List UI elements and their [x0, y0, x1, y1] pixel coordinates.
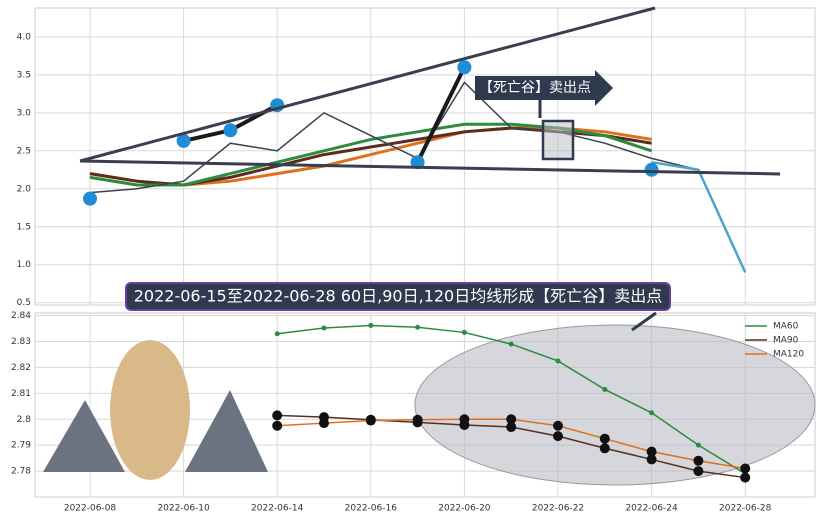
data-point: [272, 420, 283, 431]
y-tick-label: 2.81: [11, 389, 31, 399]
y-tick-label: 2.82: [11, 363, 31, 373]
data-point: [272, 410, 283, 421]
series-line: [651, 160, 747, 273]
x-tick-label: 2022-06-22: [532, 504, 584, 514]
data-point: [555, 358, 561, 364]
data-point: [693, 455, 704, 466]
y-tick-label: 4.0: [17, 32, 32, 42]
x-tick-label: 2022-06-16: [345, 504, 398, 514]
x-tick-label: 2022-06-28: [719, 504, 772, 514]
y-tick-label: 3.0: [17, 108, 32, 118]
data-point: [459, 414, 470, 425]
data-point: [740, 472, 751, 483]
rock: [185, 390, 268, 472]
data-point: [506, 422, 517, 433]
data-point: [599, 443, 610, 454]
y-tick-label: 2.0: [17, 184, 32, 194]
y-tick-label: 2.84: [11, 311, 31, 321]
banner-text: 2022-06-15至2022-06-28 60日,90日,120日均线形成【死…: [134, 287, 663, 306]
data-point: [410, 155, 425, 170]
data-point: [365, 415, 376, 426]
callout-text: 【死亡谷】卖出点: [479, 80, 591, 96]
data-point: [176, 133, 191, 148]
data-point: [508, 341, 514, 347]
data-point: [223, 123, 238, 138]
data-point: [740, 463, 751, 474]
legend-label: MA120: [773, 350, 804, 360]
y-tick-label: 3.5: [17, 70, 31, 80]
y-tick-label: 1.0: [17, 260, 32, 270]
data-point: [321, 325, 327, 331]
y-tick-label: 2.78: [11, 467, 31, 477]
rock: [43, 400, 125, 472]
data-point: [553, 431, 563, 442]
data-point: [644, 162, 659, 177]
data-point: [599, 433, 610, 444]
trend-line: [79, 6, 656, 163]
data-point: [457, 60, 472, 75]
dog: [110, 340, 190, 480]
data-point: [553, 420, 563, 431]
trend-line: [79, 159, 781, 176]
y-tick-label: 2.5: [17, 146, 31, 156]
x-tick-label: 2022-06-14: [251, 504, 304, 514]
highlight-ellipse: [414, 324, 816, 486]
legend-label: MA60: [773, 322, 799, 332]
x-tick-label: 2022-06-10: [157, 504, 210, 514]
series-line: [415, 66, 467, 164]
banner: [125, 282, 671, 311]
banner-arrow: [631, 311, 657, 332]
x-tick-label: 2022-06-08: [64, 504, 117, 514]
y-tick-label: 2.79: [11, 441, 31, 451]
data-point: [368, 322, 374, 328]
top-plot: [34, 7, 816, 306]
data-point: [646, 446, 657, 457]
data-point: [693, 466, 704, 477]
data-point: [649, 410, 655, 416]
data-point: [506, 414, 517, 425]
data-point: [415, 324, 421, 330]
data-point: [412, 414, 423, 425]
data-point: [461, 329, 467, 335]
y-tick-label: 2.83: [11, 337, 31, 347]
callout: [475, 70, 613, 106]
series-line: [89, 81, 699, 194]
legend-label: MA90: [773, 336, 799, 346]
data-point: [646, 454, 657, 465]
data-point: [695, 442, 701, 448]
x-tick-label: 2022-06-24: [625, 504, 678, 514]
data-point: [319, 418, 329, 429]
y-tick-label: 1.5: [17, 222, 31, 232]
y-tick-label: 0.5: [17, 298, 31, 308]
data-point: [274, 331, 280, 337]
x-tick-label: 2022-06-20: [438, 504, 491, 514]
marker-box: [541, 119, 575, 161]
y-tick-label: 2.8: [17, 415, 32, 425]
data-point: [83, 191, 97, 206]
data-point: [602, 386, 608, 392]
